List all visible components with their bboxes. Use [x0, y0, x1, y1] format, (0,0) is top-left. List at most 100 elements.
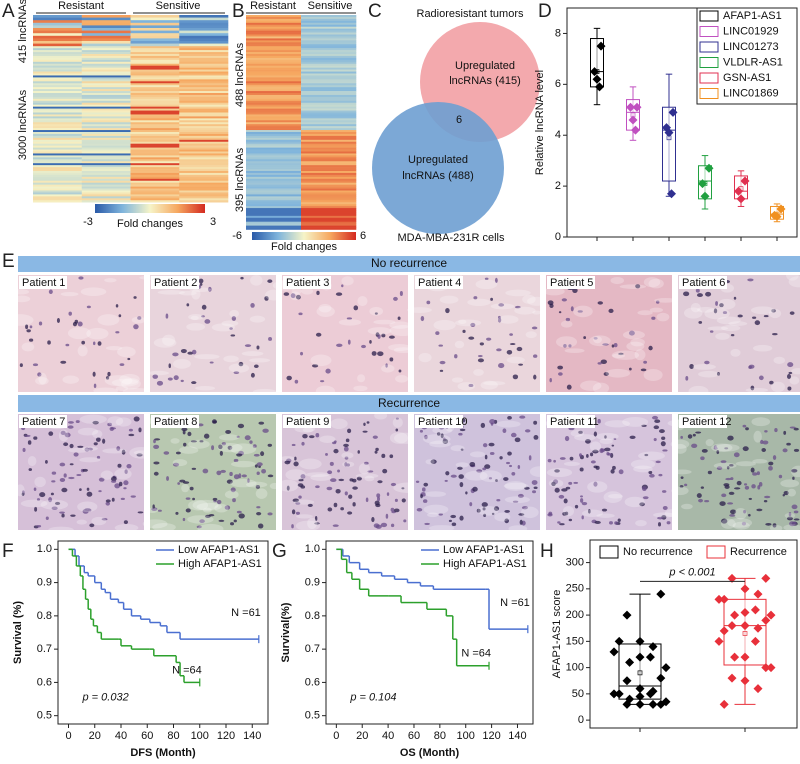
nucleus — [734, 487, 741, 490]
nucleus — [445, 307, 450, 314]
heatmap-cell — [301, 163, 357, 166]
nucleus — [787, 386, 792, 391]
heatmap-cell — [301, 128, 357, 131]
heatmap-cell — [81, 43, 131, 47]
heatmap-cell — [179, 41, 229, 44]
nucleus — [191, 381, 197, 385]
venn-label: Upregulated — [455, 60, 515, 72]
nucleus — [604, 435, 607, 439]
nucleus — [484, 277, 489, 281]
nucleus — [531, 326, 538, 330]
nucleus — [385, 363, 388, 368]
heatmap-cell — [33, 25, 83, 29]
data-point — [714, 594, 724, 604]
tissue — [769, 524, 783, 532]
heatmap-cell — [130, 15, 180, 18]
tissue — [188, 439, 210, 449]
heatmap-cell — [81, 122, 131, 125]
y-tick-label: 0.7 — [37, 643, 52, 655]
tissue — [310, 474, 332, 481]
tissue — [654, 298, 678, 303]
heatmap-cell — [179, 165, 229, 168]
heatmap-cell — [246, 50, 302, 53]
group-band — [18, 395, 800, 412]
tissue — [418, 352, 432, 363]
heatmap-cell — [33, 106, 83, 109]
nucleus — [56, 318, 60, 324]
tissue — [454, 319, 482, 327]
nucleus — [67, 425, 74, 429]
nucleus — [613, 437, 617, 441]
nucleus — [101, 518, 108, 521]
heatmap-cell — [130, 155, 180, 158]
heatmap-cell — [301, 211, 357, 215]
nucleus — [325, 368, 331, 374]
tissue — [224, 490, 239, 499]
tissue — [589, 335, 611, 347]
heatmap-cell — [33, 30, 83, 34]
textures — [6, 15, 800, 535]
nucleus — [611, 444, 615, 447]
nucleus — [301, 441, 305, 446]
nucleus — [371, 351, 377, 356]
heatmap-cell — [246, 44, 302, 47]
heatmap-cell — [33, 188, 83, 191]
tissue — [229, 309, 240, 318]
heatmap-cell — [130, 93, 180, 96]
tissue — [15, 484, 25, 497]
nucleus — [494, 277, 498, 283]
nucleus — [648, 470, 653, 475]
tissue — [202, 507, 212, 513]
heatmap-cell — [179, 188, 229, 191]
nucleus — [509, 343, 516, 346]
tissue — [355, 473, 379, 479]
heatmap-cell — [301, 110, 357, 113]
heatmap-cell — [81, 89, 131, 92]
heatmap-cell — [301, 184, 357, 187]
nucleus — [344, 456, 349, 460]
data-point — [595, 82, 604, 92]
tissue — [605, 368, 631, 378]
heatmap-cell — [81, 153, 131, 156]
tissue — [715, 332, 730, 340]
tissue — [752, 344, 773, 352]
heatmap-cell — [179, 159, 229, 162]
heatmap-cell — [130, 98, 180, 102]
heatmap-cell — [33, 73, 83, 76]
nucleus — [363, 422, 366, 427]
data-point — [727, 621, 737, 631]
heatmap-cell — [246, 194, 302, 197]
nucleus — [789, 311, 795, 315]
tissue — [475, 279, 498, 290]
data-point — [628, 115, 638, 125]
data-point — [750, 636, 760, 646]
nucleus — [512, 374, 519, 380]
heatmap-cell — [301, 22, 357, 26]
tissue — [716, 316, 741, 325]
tissue — [429, 440, 451, 448]
nucleus — [33, 487, 37, 491]
nucleus — [212, 497, 218, 501]
nucleus — [629, 435, 636, 439]
tissue — [429, 525, 455, 532]
heatmap-cell — [246, 165, 302, 168]
heatmap-cell — [33, 67, 83, 70]
heatmap-cell — [81, 165, 131, 168]
nucleus — [116, 446, 121, 451]
heatmap-cell — [81, 75, 131, 78]
tissue — [342, 461, 355, 468]
heatmap-cell — [179, 85, 229, 88]
heatmap-cell — [246, 18, 302, 22]
heatmap-cell — [179, 172, 229, 176]
nucleus — [603, 372, 609, 376]
heatmap-cell — [301, 145, 357, 148]
nucleus — [561, 298, 567, 302]
tissue — [188, 499, 209, 511]
heatmap-cell — [130, 50, 180, 53]
heatmap-cell — [130, 165, 180, 168]
nucleus — [284, 460, 291, 465]
heatmap-cell — [130, 192, 180, 195]
heatmap-cell — [130, 35, 180, 39]
nucleus — [748, 513, 751, 517]
nucleus — [744, 485, 750, 490]
